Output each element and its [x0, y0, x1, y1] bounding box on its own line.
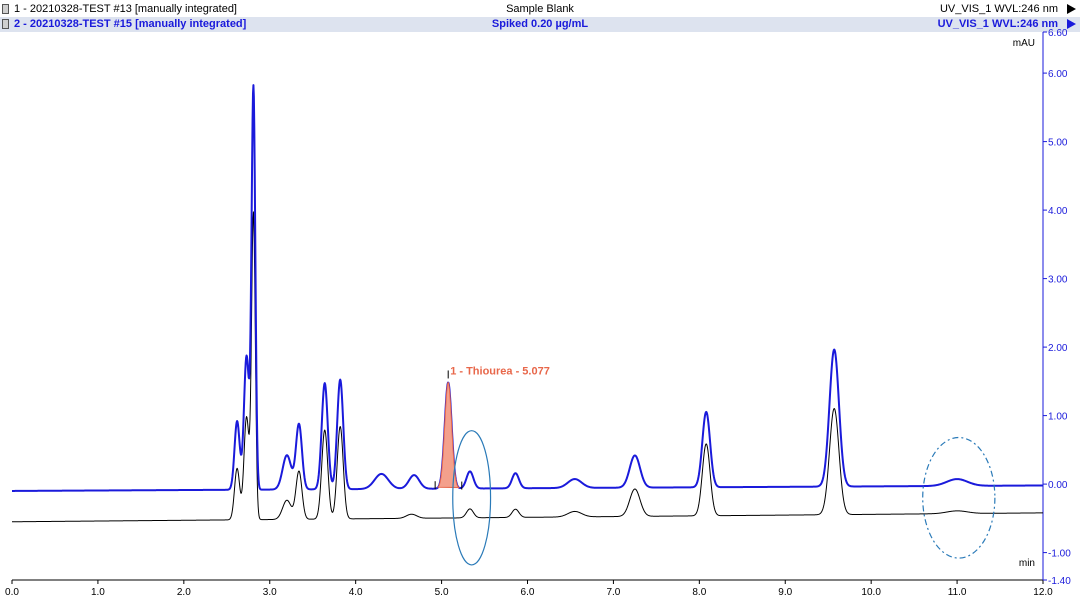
trace-name-spiked: 2 - 20210328-TEST #15 [manually integrat…	[14, 18, 247, 30]
trace-title-blank: Sample Blank	[506, 3, 574, 15]
x-tick-label: 3.0	[263, 587, 277, 598]
y-tick-label: 5.00	[1048, 138, 1068, 149]
y-tick-label: 6.00	[1048, 69, 1068, 80]
x-tick-label: 5.0	[435, 587, 449, 598]
trace-title-spiked: Spiked 0.20 µg/mL	[491, 18, 589, 30]
y-tick-label: -1.40	[1048, 576, 1071, 587]
y-tick-label: 0.00	[1048, 480, 1068, 491]
x-axis-label: min	[1019, 558, 1035, 569]
trace-wavelength-spiked: UV_VIS_1 WVL:246 nm	[937, 18, 1058, 30]
y-tick-label: 3.00	[1048, 275, 1068, 286]
trace-wavelength-blank: UV_VIS_1 WVL:246 nm	[939, 3, 1058, 15]
x-tick-label: 12.0	[1033, 587, 1053, 598]
peak-label: 1 - Thiourea - 5.077	[450, 365, 550, 377]
x-tick-label: 1.0	[91, 587, 105, 598]
y-tick-label: -1.00	[1048, 549, 1071, 560]
x-tick-label: 2.0	[177, 587, 191, 598]
x-tick-label: 4.0	[349, 587, 363, 598]
trace-blank	[11, 211, 1044, 523]
x-tick-label: 9.0	[778, 587, 792, 598]
y-tick-label: 1.00	[1048, 412, 1068, 423]
legend-row-blank: 1 - 20210328-TEST #13 [manually integrat…	[0, 2, 1080, 17]
annotation-ellipse-solid	[452, 430, 492, 566]
document-icon	[2, 4, 9, 14]
x-tick-label: 6.0	[521, 587, 535, 598]
y-tick-label: 4.00	[1048, 206, 1068, 217]
legend-row-spiked: 2 - 20210328-TEST #15 [manually integrat…	[0, 17, 1080, 32]
x-tick-label: 10.0	[861, 587, 881, 598]
integrated-peak-area	[437, 381, 461, 489]
x-tick-label: 8.0	[692, 587, 706, 598]
document-icon	[2, 19, 9, 29]
triangle-right-icon[interactable]	[1067, 4, 1076, 14]
triangle-right-icon[interactable]	[1067, 19, 1076, 29]
y-axis-label: mAU	[1013, 38, 1035, 49]
y-tick-label: 6.60	[1048, 28, 1068, 39]
x-tick-label: 11.0	[948, 587, 967, 598]
x-tick-label: 0.0	[5, 587, 19, 598]
trace-name-blank: 1 - 20210328-TEST #13 [manually integrat…	[14, 3, 237, 15]
trace-spiked	[11, 84, 1044, 492]
x-tick-label: 7.0	[606, 587, 620, 598]
y-tick-label: 2.00	[1048, 343, 1068, 354]
annotation-ellipse-dashed	[922, 436, 996, 559]
